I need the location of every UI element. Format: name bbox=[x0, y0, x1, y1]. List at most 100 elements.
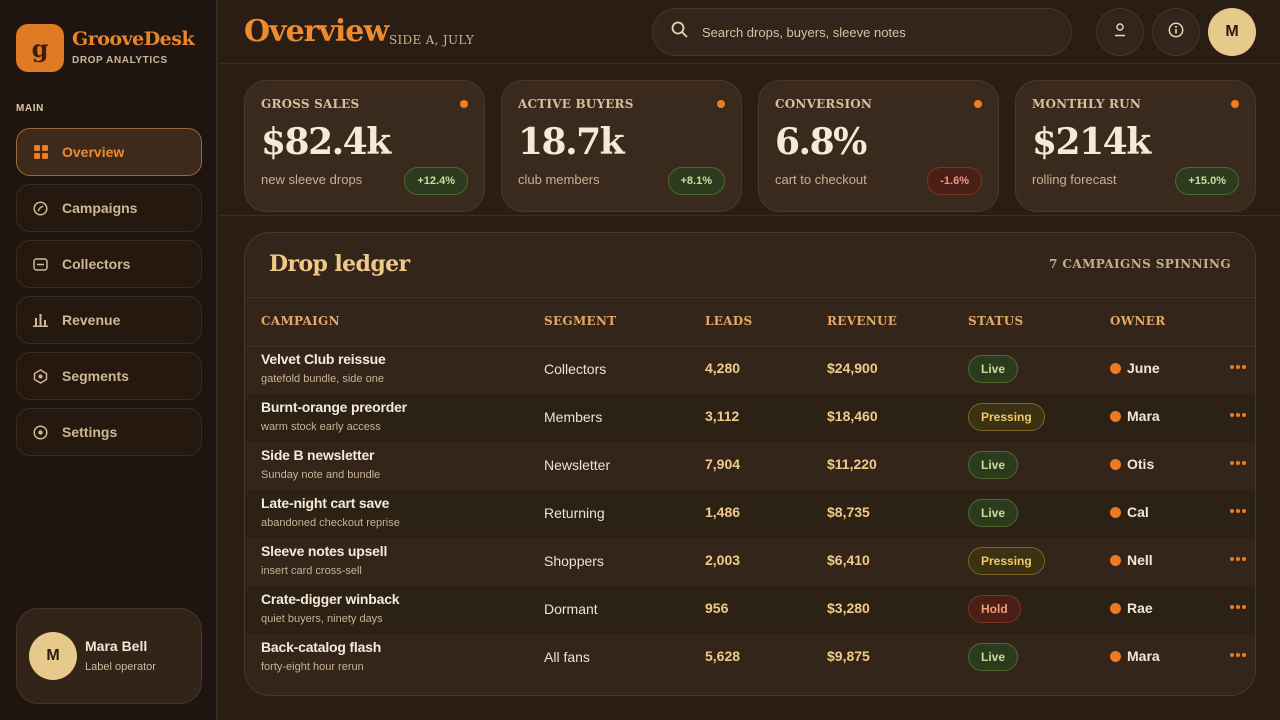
kpi-value: $82.4k bbox=[261, 121, 391, 163]
table-row[interactable]: Late-night cart save abandoned checkout … bbox=[245, 490, 1255, 538]
revenue-cell: $8,735 bbox=[827, 504, 870, 520]
segment-cell: Returning bbox=[544, 505, 605, 521]
owner-dot-icon bbox=[1110, 458, 1121, 470]
column-header-status[interactable]: STATUS bbox=[968, 314, 1024, 328]
status-dot-icon bbox=[974, 100, 982, 108]
owner-name: Rae bbox=[1127, 600, 1153, 616]
kpi-caption: club members bbox=[518, 172, 600, 187]
brand-logo[interactable]: g bbox=[16, 24, 64, 72]
kpi-caption: cart to checkout bbox=[775, 172, 867, 187]
kpi-label: MONTHLY RUN bbox=[1032, 97, 1141, 111]
sidebar-item-collectors[interactable]: Collectors bbox=[16, 240, 202, 288]
search-bar[interactable] bbox=[652, 8, 1072, 56]
owner-cell: June bbox=[1110, 360, 1160, 376]
revenue-cell: $6,410 bbox=[827, 552, 870, 568]
sidebar-item-label: Collectors bbox=[62, 256, 131, 272]
revenue-cell: $11,220 bbox=[827, 456, 877, 472]
campaign-note: abandoned checkout reprise bbox=[261, 517, 400, 529]
header-avatar[interactable]: M bbox=[1208, 8, 1256, 56]
kpi-card-monthly-run[interactable]: MONTHLY RUN $214k rolling forecast +15.0… bbox=[1015, 80, 1256, 212]
revenue-cell: $9,875 bbox=[827, 648, 870, 664]
kpi-card-active-buyers[interactable]: ACTIVE BUYERS 18.7k club members +8.1% bbox=[501, 80, 742, 212]
segment-cell: Newsletter bbox=[544, 457, 611, 473]
header-divider bbox=[220, 63, 1280, 64]
campaign-note: Sunday note and bundle bbox=[261, 469, 381, 481]
more-options-button[interactable] bbox=[1230, 605, 1246, 609]
column-header-revenue[interactable]: REVENUE bbox=[827, 314, 898, 328]
leads-cell: 1,486 bbox=[705, 504, 741, 520]
table-row[interactable]: Crate-digger winback quiet buyers, ninet… bbox=[245, 586, 1255, 634]
owner-cell: Mara bbox=[1110, 408, 1160, 424]
owner-cell: Rae bbox=[1110, 600, 1153, 616]
grid-icon bbox=[33, 145, 48, 160]
campaign-note: gatefold bundle, side one bbox=[261, 373, 384, 385]
divider bbox=[245, 297, 1255, 298]
campaign-name: Burnt-orange preorder bbox=[261, 399, 407, 415]
kpi-card-gross-sales[interactable]: GROSS SALES $82.4k new sleeve drops +12.… bbox=[244, 80, 485, 212]
ledger-title: Drop ledger bbox=[269, 251, 410, 277]
sidebar-item-revenue[interactable]: Revenue bbox=[16, 296, 202, 344]
sidebar-item-segments[interactable]: Segments bbox=[16, 352, 202, 400]
search-input[interactable] bbox=[702, 24, 1042, 40]
status-badge: Live bbox=[968, 355, 1019, 383]
status-badge: Hold bbox=[968, 595, 1021, 623]
table-row[interactable]: Burnt-orange preorder warm stock early a… bbox=[245, 394, 1255, 442]
more-options-button[interactable] bbox=[1230, 557, 1246, 561]
target-icon bbox=[33, 424, 48, 440]
owner-dot-icon bbox=[1110, 506, 1121, 518]
leads-cell: 4,280 bbox=[705, 360, 741, 376]
more-options-button[interactable] bbox=[1230, 365, 1246, 369]
more-options-button[interactable] bbox=[1230, 509, 1246, 513]
table-row[interactable]: Sleeve notes upsell insert card cross-se… bbox=[245, 538, 1255, 586]
leads-cell: 2,003 bbox=[705, 552, 741, 568]
owner-cell: Otis bbox=[1110, 456, 1154, 472]
table-row[interactable]: Velvet Club reissue gatefold bundle, sid… bbox=[245, 346, 1255, 394]
delta-badge: +15.0% bbox=[1175, 167, 1239, 195]
drop-ledger-panel: Drop ledger 7 CAMPAIGNS SPINNING CAMPAIG… bbox=[244, 232, 1256, 696]
column-header-owner[interactable]: OWNER bbox=[1110, 314, 1166, 328]
revenue-cell: $24,900 bbox=[827, 360, 878, 376]
owner-cell: Nell bbox=[1110, 552, 1153, 568]
leads-cell: 956 bbox=[705, 600, 729, 616]
delta-badge: -1.6% bbox=[927, 167, 982, 195]
campaign-name: Sleeve notes upsell bbox=[261, 543, 388, 559]
owner-name: Cal bbox=[1127, 504, 1149, 520]
sidebar-item-settings[interactable]: Settings bbox=[16, 408, 202, 456]
sidebar-item-overview[interactable]: Overview bbox=[16, 128, 202, 176]
ellipsis-icon bbox=[1230, 461, 1234, 465]
segment-cell: Shoppers bbox=[544, 553, 604, 569]
profile-button[interactable] bbox=[1096, 8, 1144, 56]
campaign-note: warm stock early access bbox=[261, 421, 381, 433]
brand-subtitle: DROP ANALYTICS bbox=[72, 55, 168, 66]
card-icon bbox=[33, 257, 48, 272]
kpi-card-conversion[interactable]: CONVERSION 6.8% cart to checkout -1.6% bbox=[758, 80, 999, 212]
kpi-value: 6.8% bbox=[775, 121, 867, 163]
info-button[interactable] bbox=[1152, 8, 1200, 56]
owner-name: Mara bbox=[1127, 408, 1160, 424]
kpi-label: CONVERSION bbox=[775, 97, 873, 111]
column-header-leads[interactable]: LEADS bbox=[705, 314, 753, 328]
nav-section-label: MAIN bbox=[16, 103, 44, 114]
table-row[interactable]: Side B newsletter Sunday note and bundle… bbox=[245, 442, 1255, 490]
owner-name: Mara bbox=[1127, 648, 1160, 664]
owner-dot-icon bbox=[1110, 650, 1121, 662]
delta-badge: +12.4% bbox=[404, 167, 468, 195]
user-card[interactable]: M Mara Bell Label operator bbox=[16, 608, 202, 704]
status-badge: Pressing bbox=[968, 403, 1045, 431]
campaign-name: Late-night cart save bbox=[261, 495, 390, 511]
user-role: Label operator bbox=[85, 661, 156, 673]
status-badge: Pressing bbox=[968, 547, 1045, 575]
user-name: Mara Bell bbox=[85, 638, 148, 654]
ellipsis-icon bbox=[1230, 557, 1234, 561]
more-options-button[interactable] bbox=[1230, 461, 1246, 465]
sidebar-item-campaigns[interactable]: Campaigns bbox=[16, 184, 202, 232]
column-header-campaign[interactable]: CAMPAIGN bbox=[261, 314, 340, 328]
owner-cell: Mara bbox=[1110, 648, 1160, 664]
search-icon bbox=[671, 21, 688, 43]
more-options-button[interactable] bbox=[1230, 653, 1246, 657]
kpi-caption: new sleeve drops bbox=[261, 172, 363, 187]
segment-cell: All fans bbox=[544, 649, 590, 665]
column-header-segment[interactable]: SEGMENT bbox=[544, 314, 617, 328]
table-row[interactable]: Back-catalog flash forty-eight hour reru… bbox=[245, 634, 1255, 682]
more-options-button[interactable] bbox=[1230, 413, 1246, 417]
